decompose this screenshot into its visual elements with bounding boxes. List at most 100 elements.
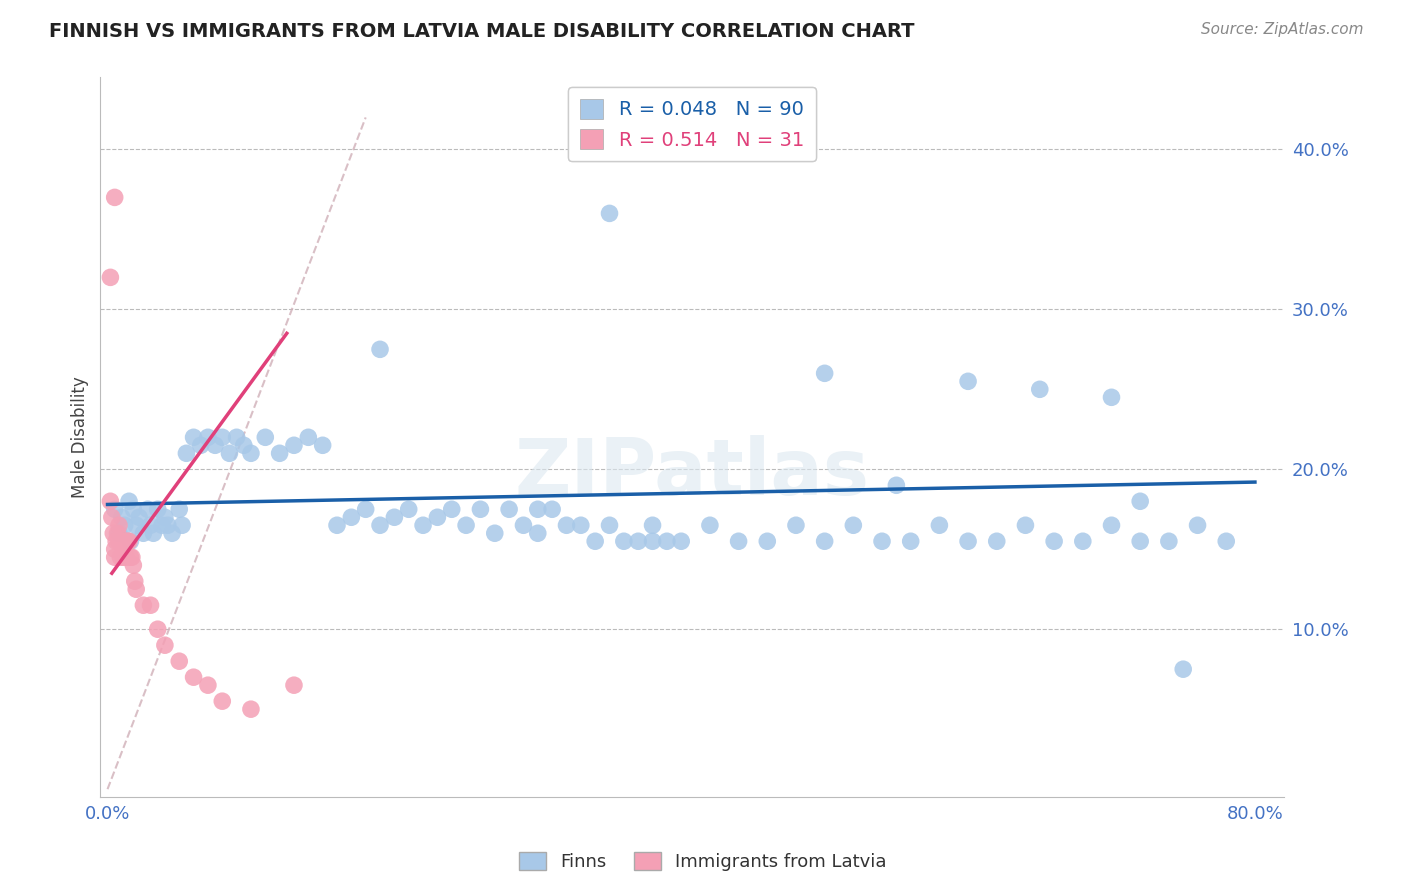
Point (132, 526, 155, 541)
Point (297, 430, 319, 444)
Point (100, 270, 122, 285)
Point (326, 518, 349, 533)
Point (239, 446, 262, 460)
Point (311, 438, 333, 452)
Text: ZIPatlas: ZIPatlas (515, 435, 869, 511)
Point (412, 518, 434, 533)
Point (928, 518, 950, 533)
Point (197, 678, 219, 692)
Point (599, 206, 621, 220)
Point (232, 438, 254, 452)
Point (125, 518, 148, 533)
Point (354, 502, 377, 516)
Point (115, 550, 138, 565)
Point (132, 599, 155, 613)
Point (167, 502, 190, 516)
Point (627, 534, 650, 549)
Point (120, 550, 142, 565)
Point (814, 534, 837, 549)
Point (1187, 518, 1209, 533)
Point (498, 502, 520, 516)
Point (583, 534, 606, 549)
Point (957, 374, 980, 388)
Point (382, 510, 405, 524)
Point (128, 510, 150, 524)
Point (641, 534, 664, 549)
Point (118, 494, 141, 508)
Point (756, 534, 779, 549)
Point (599, 518, 621, 533)
Point (167, 654, 190, 668)
Point (641, 518, 664, 533)
Point (176, 446, 198, 460)
Point (454, 518, 477, 533)
Point (172, 518, 194, 533)
Point (110, 550, 132, 565)
Point (139, 518, 162, 533)
Point (146, 622, 169, 636)
Point (555, 518, 578, 533)
Point (842, 518, 865, 533)
Point (105, 534, 128, 549)
Point (239, 702, 262, 716)
Point (104, 502, 127, 516)
Point (527, 526, 550, 541)
Point (197, 430, 219, 444)
Point (211, 694, 233, 708)
Point (156, 518, 179, 533)
Text: FINNISH VS IMMIGRANTS FROM LATVIA MALE DISABILITY CORRELATION CHART: FINNISH VS IMMIGRANTS FROM LATVIA MALE D… (49, 22, 915, 41)
Point (104, 550, 127, 565)
Point (1173, 662, 1195, 676)
Point (569, 518, 592, 533)
Point (814, 367, 837, 381)
Y-axis label: Male Disability: Male Disability (72, 376, 89, 498)
Legend: Finns, Immigrants from Latvia: Finns, Immigrants from Latvia (512, 845, 894, 879)
Point (125, 582, 148, 597)
Point (107, 526, 129, 541)
Point (190, 438, 212, 452)
Point (512, 518, 534, 533)
Point (108, 534, 131, 549)
Point (541, 502, 564, 516)
Point (655, 534, 678, 549)
Point (254, 430, 277, 444)
Point (398, 502, 420, 516)
Point (1129, 494, 1152, 508)
Point (785, 518, 807, 533)
Point (100, 494, 122, 508)
Point (142, 526, 165, 541)
Point (150, 518, 173, 533)
Point (699, 518, 721, 533)
Point (136, 502, 159, 516)
Point (120, 534, 142, 549)
Point (204, 438, 226, 452)
Point (1029, 382, 1052, 396)
Point (104, 542, 127, 557)
Point (368, 343, 391, 357)
Point (671, 534, 693, 549)
Point (103, 526, 125, 541)
Point (727, 534, 749, 549)
Point (139, 599, 162, 613)
Point (122, 558, 145, 573)
Point (124, 574, 146, 589)
Point (117, 534, 139, 549)
Point (613, 534, 636, 549)
Point (283, 438, 305, 452)
Point (470, 502, 492, 516)
Point (114, 518, 136, 533)
Text: Source: ZipAtlas.com: Source: ZipAtlas.com (1201, 22, 1364, 37)
Point (1129, 534, 1152, 549)
Point (1157, 534, 1180, 549)
Point (1101, 390, 1123, 404)
Point (108, 518, 131, 533)
Point (211, 430, 233, 444)
Point (112, 550, 135, 565)
Point (283, 678, 305, 692)
Point (1014, 518, 1036, 533)
Point (118, 534, 141, 549)
Point (122, 502, 145, 516)
Point (153, 510, 176, 524)
Point (527, 502, 550, 516)
Point (340, 510, 363, 524)
